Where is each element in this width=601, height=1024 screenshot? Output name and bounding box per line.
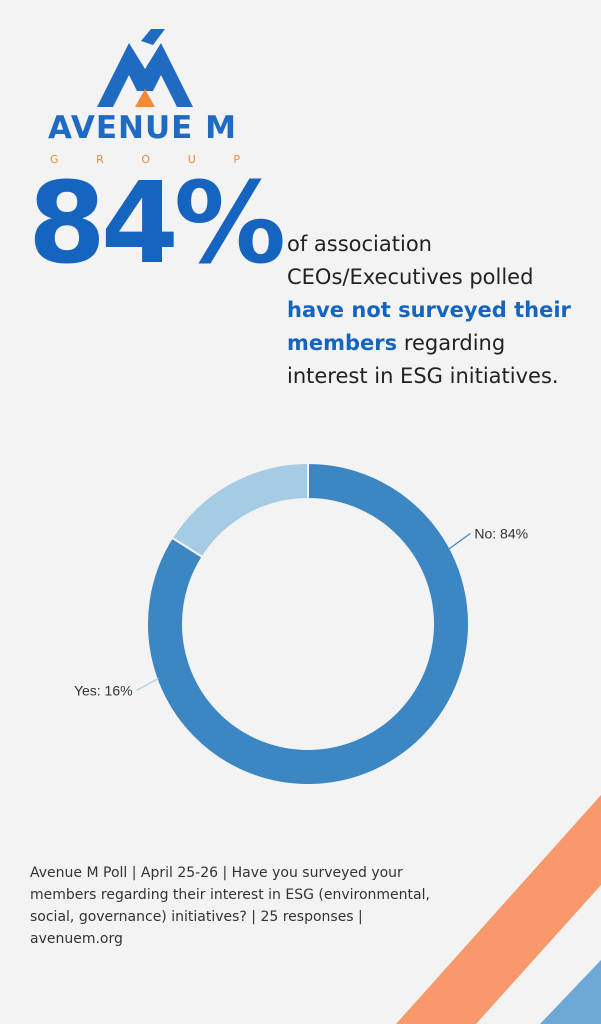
donut-slice-no: [146, 461, 470, 786]
orange-stripe: [396, 795, 601, 1024]
brand-sub-letter: R: [96, 153, 104, 166]
headline-text: of association CEOs/Executives polled ha…: [287, 228, 592, 393]
brand-sub-letter: O: [141, 153, 151, 166]
blue-stripe: [540, 960, 601, 1024]
brand-sub-letter: P: [233, 153, 240, 166]
headline-stat: 84%: [28, 159, 286, 289]
leader-line-yes: [136, 677, 159, 691]
leader-line-no: [448, 532, 471, 550]
logo-m-icon: [97, 29, 193, 107]
brand-sub-letter: G: [50, 153, 59, 166]
source-note: Avenue M Poll | April 25-26 | Have you s…: [30, 865, 430, 947]
donut-chart: No: 84% Yes: 16%: [74, 461, 528, 786]
donut-slice-yes: [170, 461, 309, 559]
headline-line1: of association CEOs/Executives polled: [287, 232, 534, 289]
headline-line2: regarding interest in ESG initiatives.: [287, 331, 559, 388]
brand-sub: G R O U P: [50, 153, 240, 166]
brand-name: AVENUE M: [48, 110, 237, 146]
brand-logo: AVENUE M G R O U P: [40, 22, 250, 166]
data-label-no: No: 84%: [474, 525, 528, 541]
data-label-yes: Yes: 16%: [74, 682, 133, 698]
headline-highlight: have not surveyed their members: [287, 298, 571, 355]
brand-sub-letter: U: [187, 153, 196, 166]
